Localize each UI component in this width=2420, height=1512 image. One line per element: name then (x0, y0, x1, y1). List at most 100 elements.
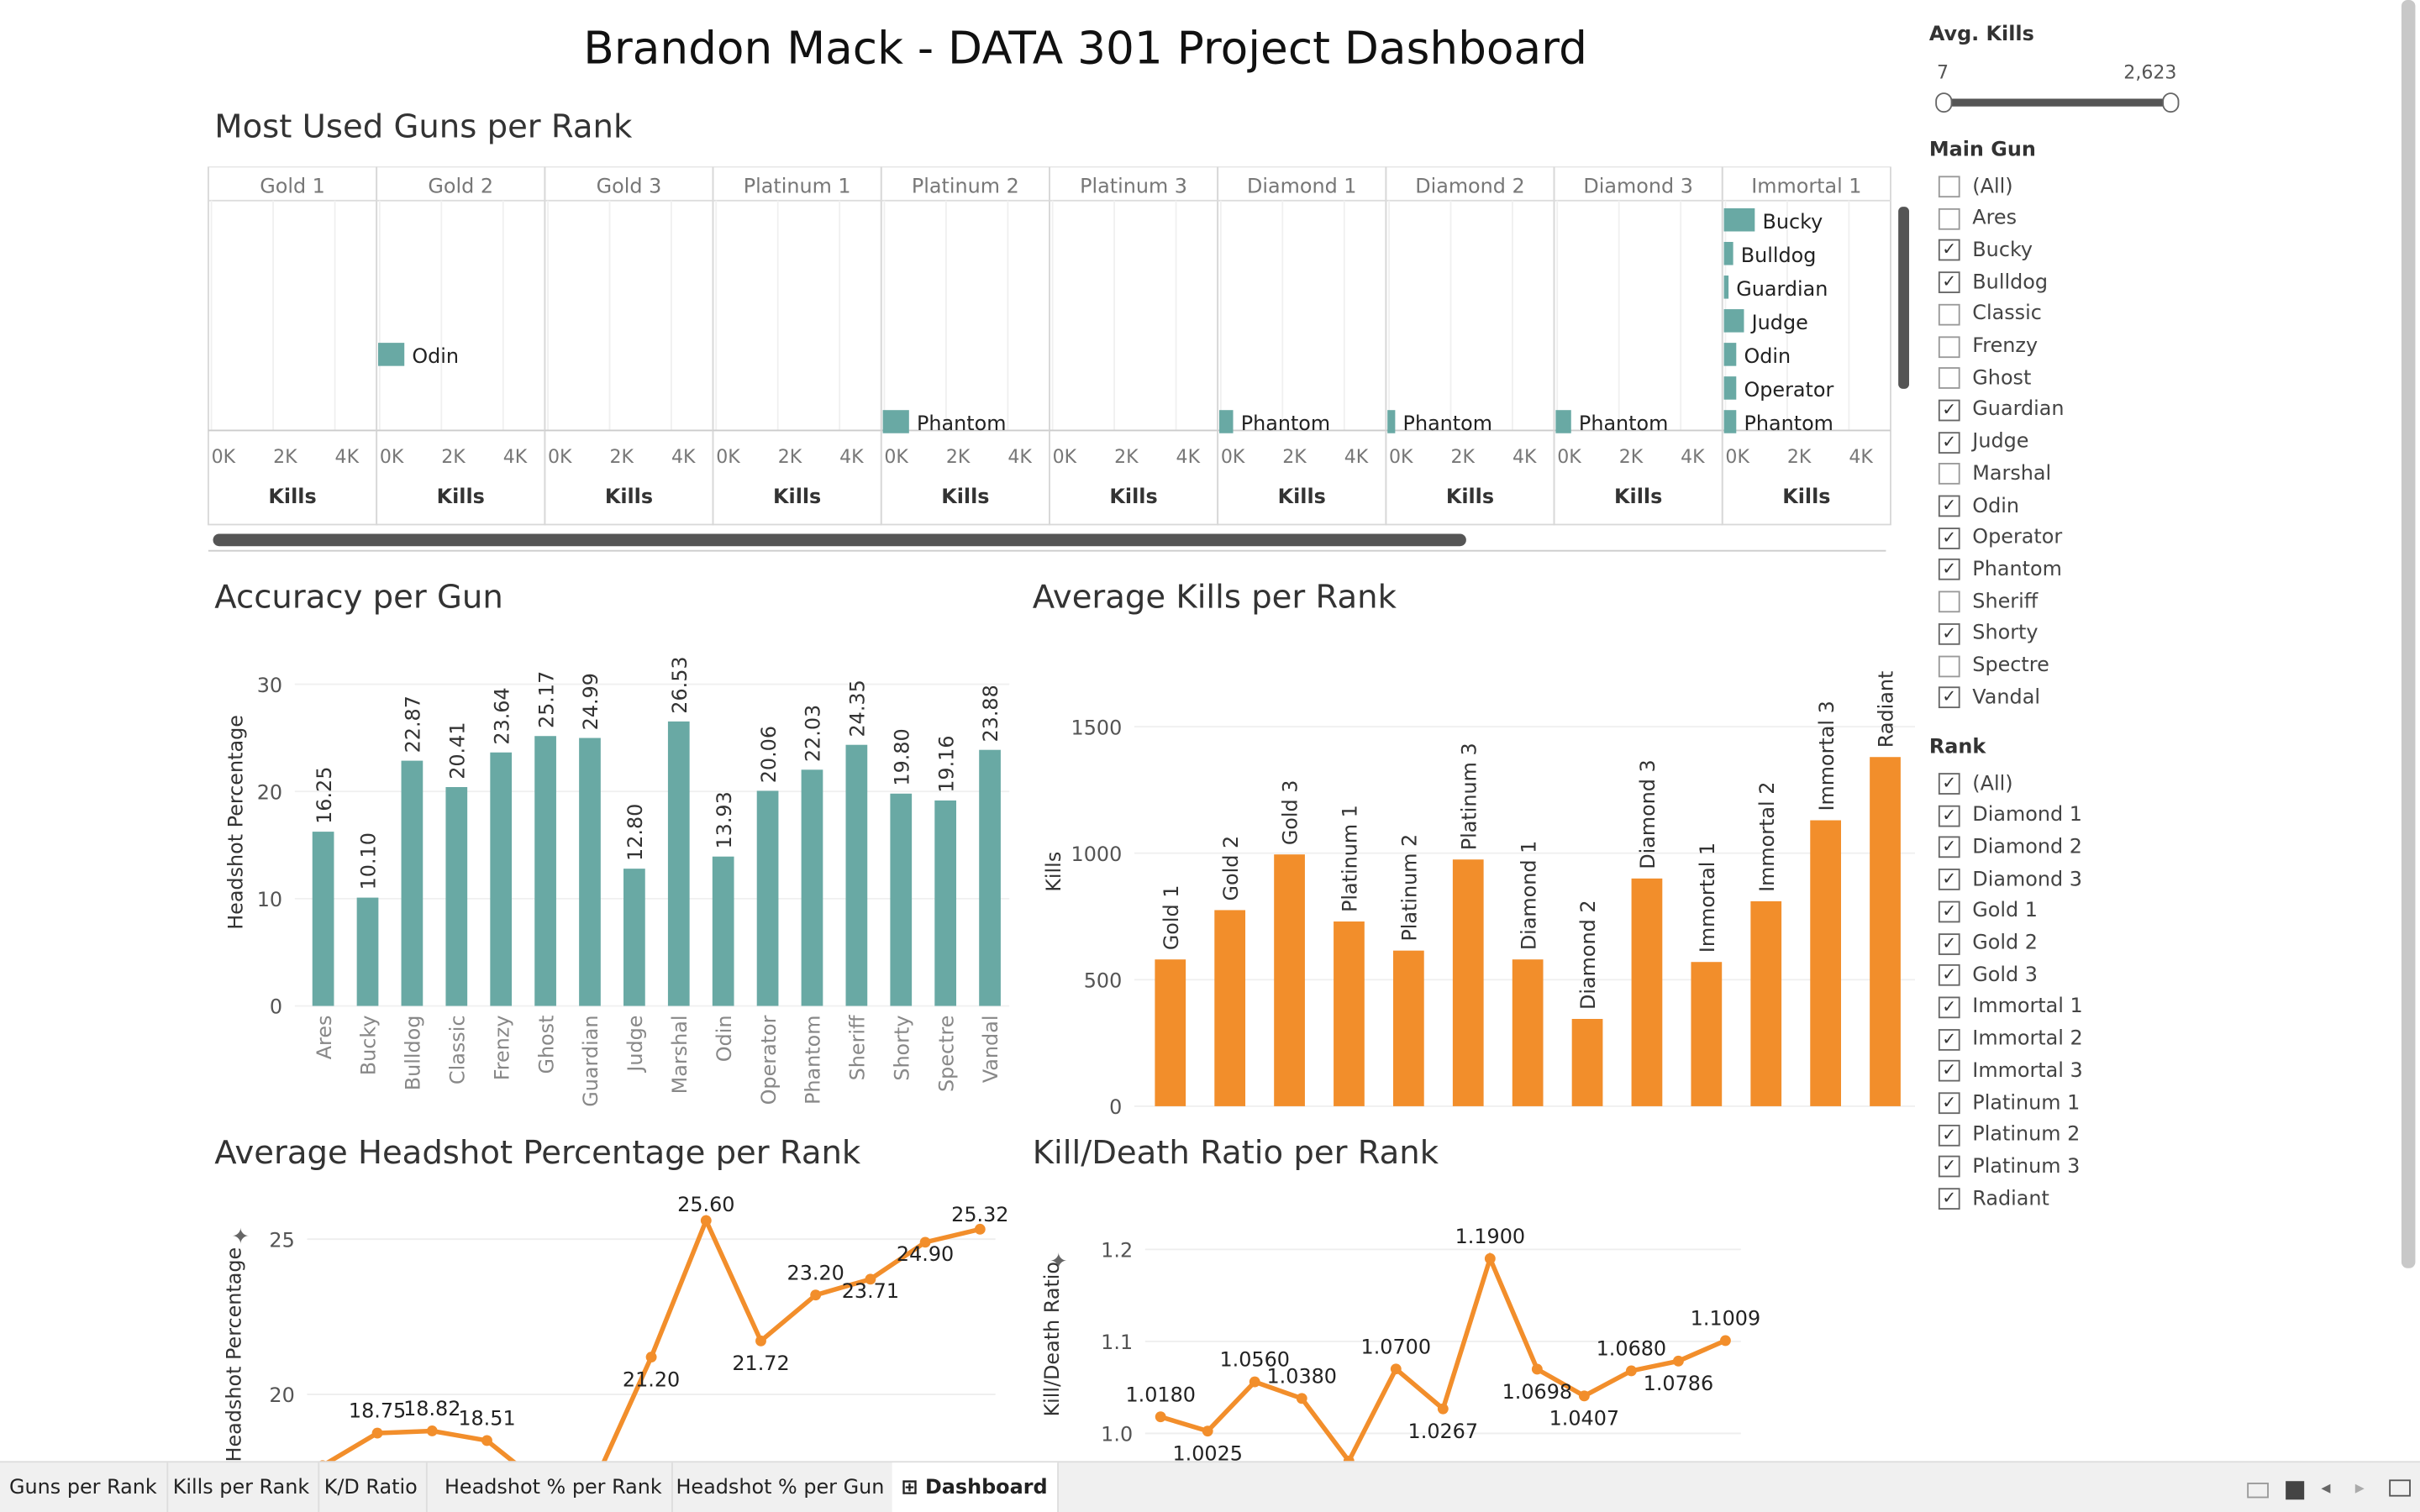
rank-option-radiant[interactable]: ✓ Radiant (1938, 1184, 2049, 1215)
checkbox[interactable]: ✓ (1938, 1028, 1960, 1051)
x-category-label: Ares (313, 1016, 336, 1060)
avg-kills-slider-track[interactable] (1941, 98, 2174, 107)
checkbox[interactable]: ✓ (1938, 837, 1960, 858)
checkbox[interactable] (1938, 335, 1960, 358)
y-tick-label: 0 (270, 995, 282, 1019)
checkbox[interactable]: ✓ (1938, 495, 1960, 517)
main-gun-option-sheriff[interactable]: Sheriff (1938, 586, 2038, 617)
rank-option-immortal-2[interactable]: ✓ Immortal 2 (1938, 1024, 2083, 1055)
checkbox[interactable]: ✓ (1938, 527, 1960, 549)
main-gun-option-phantom[interactable]: ✓ Phantom (1938, 554, 2062, 585)
checkbox-label: Platinum 1 (1972, 1091, 2081, 1116)
bar-value-label: 24.35 (846, 680, 870, 737)
rank-option-platinum-1[interactable]: ✓ Platinum 1 (1938, 1088, 2081, 1119)
rank-option-platinum-2[interactable]: ✓ Platinum 2 (1938, 1120, 2080, 1151)
main-gun-option-ares[interactable]: Ares (1938, 203, 2017, 234)
checkbox[interactable]: ✓ (1938, 1124, 1960, 1147)
checkbox[interactable] (1938, 207, 1960, 230)
rank-option-platinum-3[interactable]: ✓ Platinum 3 (1938, 1152, 2080, 1183)
checkbox[interactable]: ✓ (1938, 271, 1960, 294)
bar-value-label: 12.80 (623, 804, 647, 861)
gun-bar-phantom (1723, 410, 1737, 433)
checkbox[interactable]: ✓ (1938, 686, 1960, 709)
gun-bar-label: Phantom (1744, 412, 1833, 435)
panel-x-tick: 0K (1389, 447, 1413, 468)
checkbox[interactable] (1938, 176, 1960, 198)
panel-x-axis-label: Kills (268, 485, 316, 508)
rank-option-gold-3[interactable]: ✓ Gold 3 (1938, 960, 2038, 991)
main-gun-option-vandal[interactable]: ✓ Vandal (1938, 682, 2040, 713)
main-gun-option-guardian[interactable]: ✓ Guardian (1938, 395, 2065, 426)
checkbox[interactable]: ✓ (1938, 805, 1960, 827)
sheet-tab-guns-per-rank[interactable]: Guns per Rank (0, 1462, 168, 1512)
rank-option-gold-1[interactable]: ✓ Gold 1 (1938, 896, 2038, 927)
avg-kills-slider-min-handle[interactable] (1935, 92, 1953, 113)
next-sheet-icon[interactable]: ▸ (2354, 1476, 2365, 1499)
presentation-icon[interactable] (2389, 1479, 2411, 1497)
sheet-tab-dashboard[interactable]: ⊞ Dashboard (892, 1462, 1059, 1512)
checkbox[interactable]: ✓ (1938, 869, 1960, 890)
checkbox[interactable]: ✓ (1938, 1188, 1960, 1210)
checkbox[interactable] (1938, 654, 1960, 677)
checkbox[interactable]: ✓ (1938, 1156, 1960, 1179)
sheet-tab-bar: ◂ ▸ Guns per Rank Kills per Rank K/D Ratio… (0, 1461, 2420, 1512)
main-gun-option-all[interactable]: (All) (1938, 171, 2013, 202)
checkbox[interactable]: ✓ (1938, 1060, 1960, 1083)
checkbox[interactable]: ✓ (1938, 559, 1960, 581)
checkbox[interactable]: ✓ (1938, 964, 1960, 986)
rank-option-diamond-2[interactable]: ✓ Diamond 2 (1938, 832, 2082, 864)
avg-kills-slider-max-handle[interactable] (2162, 92, 2180, 113)
rank-option-immortal-3[interactable]: ✓ Immortal 3 (1938, 1056, 2083, 1087)
gun-bar-phantom (882, 410, 909, 433)
sheet-tab-headshot-per-rank[interactable]: Headshot % per Rank (435, 1462, 673, 1512)
bar-guardian (579, 738, 601, 1006)
main-gun-option-marshal[interactable]: Marshal (1938, 459, 2051, 490)
single-view-icon[interactable] (2286, 1481, 2305, 1500)
rank-option-gold-2[interactable]: ✓ Gold 2 (1938, 928, 2038, 959)
kd-per-rank-chart: 1.0 1.1 1.2 Kill/Death Ratio✦ 1.0180 1.0025 1.… (1040, 1225, 1760, 1463)
checkbox[interactable]: ✓ (1938, 431, 1960, 454)
sheet-tab-kills-per-rank[interactable]: Kills per Rank (164, 1462, 321, 1512)
checkbox[interactable] (1938, 367, 1960, 390)
gun-bar-label: Guardian (1736, 277, 1828, 301)
page-scrollbar-thumb[interactable] (2401, 0, 2416, 1268)
checkbox[interactable]: ✓ (1938, 996, 1960, 1019)
checkbox[interactable] (1938, 591, 1960, 613)
main-gun-option-spectre[interactable]: Spectre (1938, 650, 2049, 681)
main-gun-option-odin[interactable]: ✓ Odin (1938, 491, 2019, 522)
checkbox[interactable]: ✓ (1938, 399, 1960, 422)
rank-option-immortal-1[interactable]: ✓ Immortal 1 (1938, 992, 2083, 1023)
main-gun-option-frenzy[interactable]: Frenzy (1938, 331, 2038, 362)
point-label: 18.51 (458, 1407, 515, 1431)
checkbox-label: Immortal 3 (1972, 1059, 2083, 1083)
series-line (323, 1215, 981, 1463)
gun-bar-bulldog (1723, 241, 1733, 265)
checkbox[interactable]: ✓ (1938, 1092, 1960, 1115)
main-gun-option-shorty[interactable]: ✓ Shorty (1938, 618, 2039, 649)
sheet-tab-k-d-ratio[interactable]: K/D Ratio (315, 1462, 429, 1512)
grid-view-icon[interactable] (2247, 1483, 2269, 1499)
checkbox[interactable]: ✓ (1938, 239, 1960, 262)
series-point (1343, 1455, 1355, 1463)
previous-sheet-icon[interactable]: ◂ (2321, 1476, 2331, 1499)
panel-x-tick: 2K (1450, 447, 1475, 468)
panel-x-tick: 0K (1053, 447, 1077, 468)
main-gun-option-bucky[interactable]: ✓ Bucky (1938, 235, 2033, 266)
checkbox[interactable] (1938, 463, 1960, 486)
checkbox[interactable]: ✓ (1938, 773, 1960, 795)
checkbox[interactable] (1938, 303, 1960, 326)
checkbox[interactable]: ✓ (1938, 932, 1960, 954)
main-gun-option-classic[interactable]: Classic (1938, 299, 2042, 330)
sheet-tab-headshot-per-gun[interactable]: Headshot % per Gun (666, 1462, 896, 1512)
checkbox-label: Gold 2 (1972, 932, 2038, 955)
panel-frame-0 (208, 166, 378, 526)
main-gun-option-operator[interactable]: ✓ Operator (1938, 522, 2062, 554)
main-gun-option-bulldog[interactable]: ✓ Bulldog (1938, 267, 2048, 298)
main-gun-option-ghost[interactable]: Ghost (1938, 363, 2031, 394)
checkbox[interactable]: ✓ (1938, 900, 1960, 922)
checkbox[interactable]: ✓ (1938, 622, 1960, 645)
rank-option-diamond-3[interactable]: ✓ Diamond 3 (1938, 864, 2082, 895)
rank-option-diamond-1[interactable]: ✓ Diamond 1 (1938, 801, 2082, 832)
main-gun-option-judge[interactable]: ✓ Judge (1938, 427, 2028, 458)
rank-option-all[interactable]: ✓ (All) (1938, 769, 2013, 800)
